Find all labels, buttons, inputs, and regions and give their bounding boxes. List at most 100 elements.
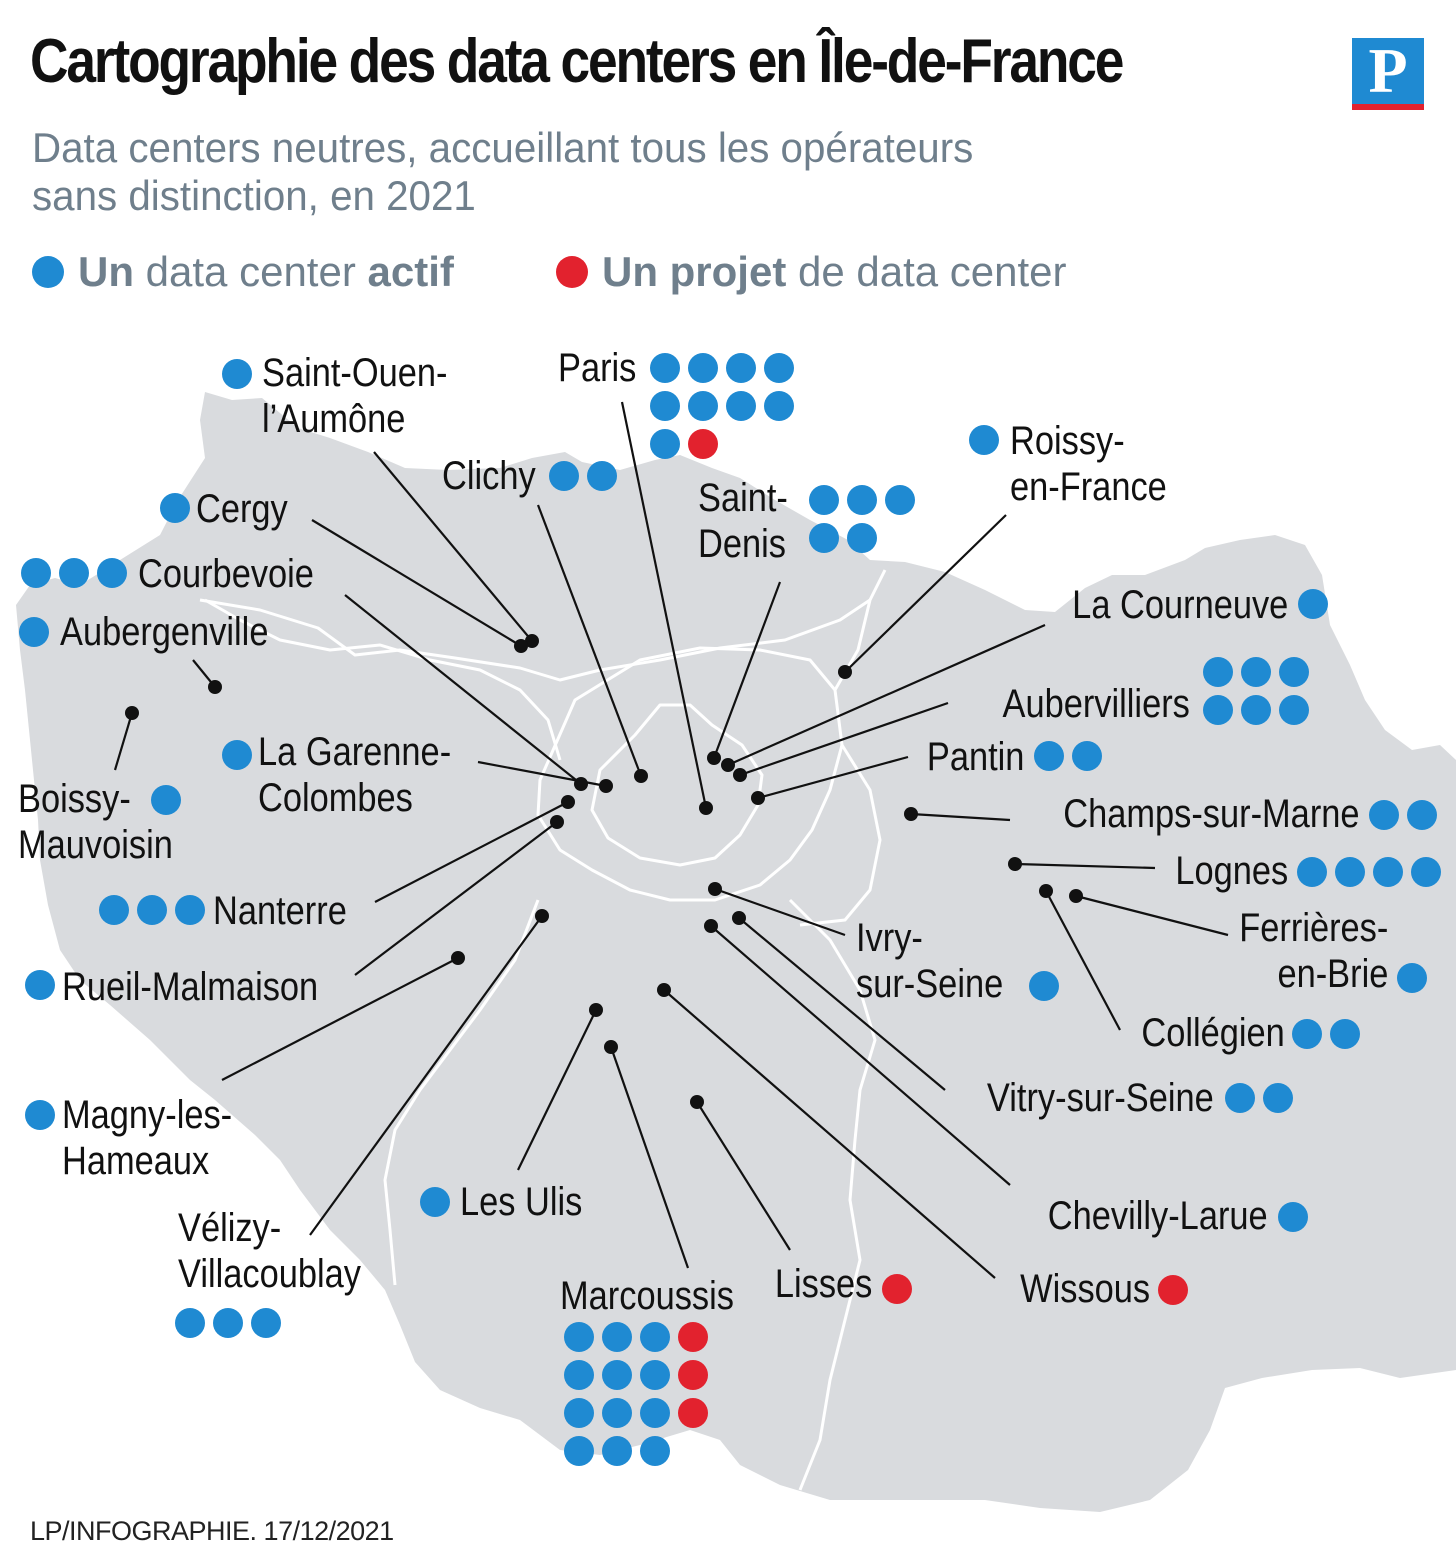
city-label-les-ulis: Les Ulis [460,1179,582,1225]
city-label-line: Paris [558,346,637,390]
location-anchors [125,634,1083,1109]
legend-project-bold: Un projet [602,248,787,295]
active-dot-ferrieres-en-brie [1397,963,1427,993]
city-label-line: Hameaux [62,1139,210,1183]
city-label-magny-les-hameaux: Magny-les- Hameaux [62,1092,232,1184]
city-label-line: en-France [1010,465,1167,509]
leader-line-courbevoie [344,594,582,785]
active-dot-paris [764,391,794,421]
active-dot-courbevoie [21,558,51,588]
location-anchor-saint-denis [707,751,721,765]
active-dot-clichy [549,461,579,491]
location-anchor-wissous [657,983,671,997]
active-dot-velizy-villacoublay [213,1308,243,1338]
active-dot-ivry-sur-seine [1029,971,1059,1001]
location-anchor-paris [699,801,713,815]
leader-line-wissous [663,989,996,1279]
city-label-line: La Garenne- [258,730,452,774]
city-label-line: Chevilly-Larue [1048,1194,1268,1238]
location-anchor-lognes [1008,857,1022,871]
active-dot-aubervilliers [1279,657,1309,687]
active-dot-paris [726,391,756,421]
city-label-line: l’Aumône [262,397,406,441]
location-anchor-vitry-sur-seine [732,911,746,925]
region-land [16,392,1456,1512]
city-label-lisses: Lisses [774,1261,872,1307]
city-label-line: Pantin [926,735,1024,779]
city-label-line: Champs-sur-Marne [1063,792,1360,836]
subtitle-line-1: Data centers neutres, accueillant tous l… [32,124,974,171]
city-label-clichy: Clichy [442,453,536,499]
project-dot-marcoussis [678,1322,708,1352]
active-dot-vitry-sur-seine [1225,1083,1255,1113]
project-dot-wissous [1158,1275,1188,1305]
active-dot-pantin [1072,741,1102,771]
city-label-paris: Paris [558,345,636,391]
location-anchor-courbevoie [574,777,588,791]
city-label-boissy-mauvoisin: Boissy- Mauvoisin [18,776,173,868]
active-dot-paris [650,429,680,459]
city-label-nanterre: Nanterre [213,888,347,934]
active-dot-saint-denis [809,485,839,515]
active-dot-pantin [1034,741,1064,771]
active-dot-les-ulis [420,1187,450,1217]
seine-river [204,598,562,761]
location-anchor-nanterre [561,795,575,809]
location-anchor-aubergenville [208,680,222,694]
city-label-line: Ferrières- [1238,906,1388,950]
leader-line-vitry-sur-seine [738,917,946,1091]
city-label-line: Courbevoie [138,552,314,596]
active-dot-velizy-villacoublay [175,1308,205,1338]
city-label-line: Saint- [698,476,788,520]
project-dot-lisses [882,1274,912,1304]
legend-project: Un projet de data center [556,248,1067,296]
active-dot-boissy-mauvoisin [151,785,181,815]
location-anchor-roissy-en-france [838,665,852,679]
city-label-line: Aubergenville [60,610,269,654]
active-dot-lognes [1373,857,1403,887]
active-dot-saint-denis [885,485,915,515]
active-dot-lognes [1335,857,1365,887]
location-anchor-ferrieres-en-brie [1069,889,1083,903]
location-anchor-velizy-villacoublay [535,909,549,923]
active-dot-rueil-malmaison [25,970,55,1000]
active-dot-champs-sur-marne [1369,800,1399,830]
leader-line-nanterre [374,801,569,903]
city-label-line: Ivry- [856,916,923,960]
city-label-line: Mauvoisin [18,823,173,867]
city-label-line: Roissy- [1010,419,1125,463]
location-anchor-la-garenne-colombes [599,779,613,793]
city-label-aubergenville: Aubergenville [60,609,268,655]
active-dot-marcoussis [564,1436,594,1466]
leader-line-lognes [1014,862,1156,870]
active-dot-nanterre [99,895,129,925]
leader-line-magny-les-hameaux [221,957,459,1081]
city-label-roissy-en-france: Roissy-en-France [1010,418,1167,510]
active-dot-courbevoie [97,558,127,588]
city-label-lognes: Lognes [1175,848,1288,894]
city-label-chevilly-larue: Chevilly-Larue [1048,1193,1268,1239]
active-dot-chevilly-larue [1278,1202,1308,1232]
active-dot-aubervilliers [1241,657,1271,687]
city-label-line: Saint-Ouen- [262,351,448,395]
location-anchor-marcoussis [604,1040,618,1054]
active-dot-collegien [1330,1019,1360,1049]
location-anchor-saint-ouen-l-aumone [525,634,539,648]
leader-line-rueil-malmaison [354,821,558,976]
active-dot-saint-denis [809,523,839,553]
active-dot-marcoussis [640,1436,670,1466]
active-dot-paris [688,391,718,421]
legend-active-text: data center [134,248,368,295]
active-dot-marcoussis [564,1398,594,1428]
city-label-aubervilliers: Aubervilliers [1003,681,1190,727]
active-dot-paris [764,353,794,383]
leader-line-ferrieres-en-brie [1075,894,1229,937]
city-label-pantin: Pantin [926,734,1024,780]
city-label-wissous: Wissous [1020,1266,1150,1312]
active-dot-nanterre [137,895,167,925]
active-dot-aubervilliers [1203,657,1233,687]
city-label-line: Nanterre [213,889,347,933]
city-label-line: Les Ulis [460,1180,583,1224]
location-anchor-chevilly-larue [704,919,718,933]
active-dot-marcoussis [602,1360,632,1390]
